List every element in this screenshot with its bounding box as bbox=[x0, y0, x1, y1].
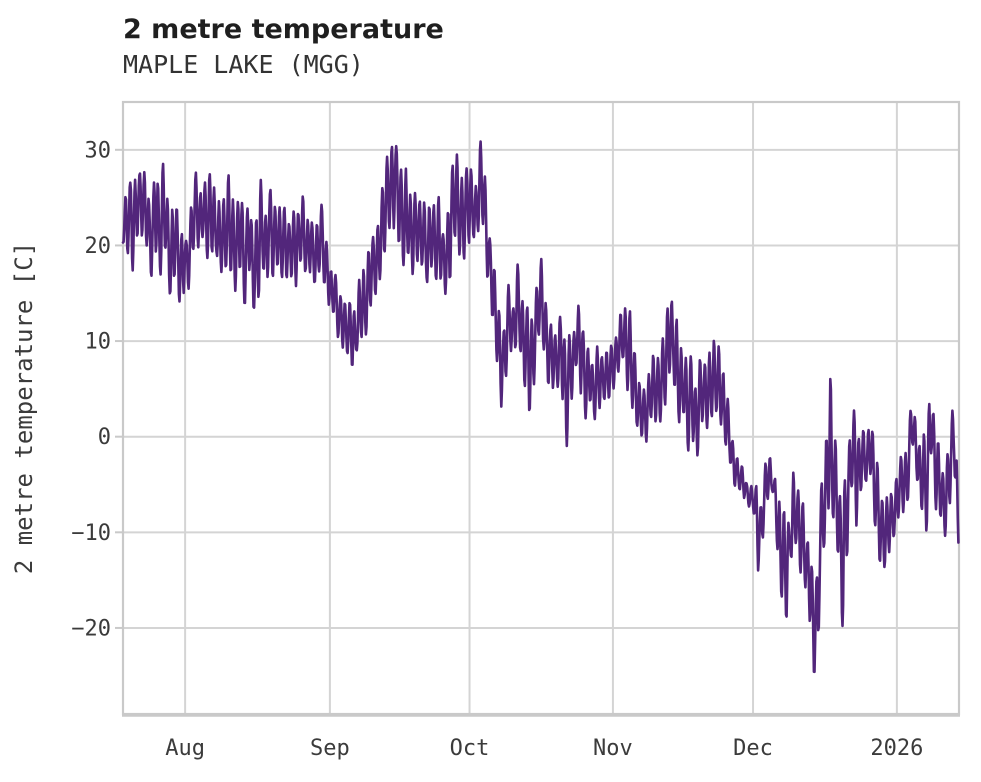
chart-subtitle: MAPLE LAKE (MGG) bbox=[123, 50, 364, 79]
x-tick-label: Nov bbox=[593, 736, 633, 761]
x-tick-label: Aug bbox=[165, 736, 205, 761]
y-tick-label: 30 bbox=[85, 138, 112, 163]
temperature-line bbox=[121, 140, 960, 674]
x-tick-label: Dec bbox=[733, 736, 773, 761]
plot-frame bbox=[121, 100, 961, 716]
x-tick-label: Sep bbox=[310, 736, 350, 761]
y-tick-label: 10 bbox=[85, 330, 112, 355]
y-tick-label: −20 bbox=[71, 616, 111, 641]
y-axis-title: 2 metre temperature [C] bbox=[10, 242, 38, 574]
y-tick-label: 20 bbox=[85, 234, 112, 259]
chart-title: 2 metre temperature bbox=[123, 14, 444, 45]
x-tick-label: 2026 bbox=[870, 736, 923, 761]
x-tick-label: Oct bbox=[450, 736, 490, 761]
y-tick-label: 0 bbox=[98, 425, 111, 450]
y-tick-label: −10 bbox=[71, 521, 111, 546]
